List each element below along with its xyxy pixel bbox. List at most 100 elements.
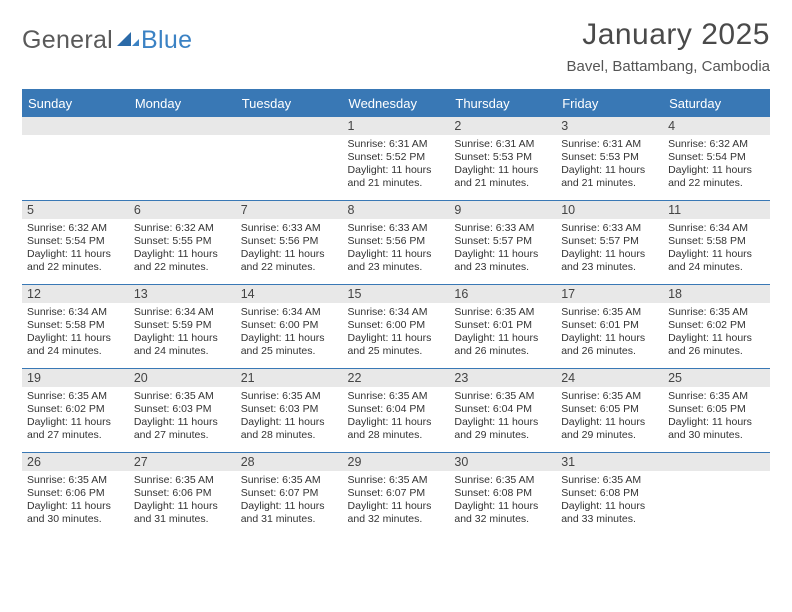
- day-dl1: Daylight: 11 hours: [134, 416, 231, 429]
- day-number: [129, 117, 236, 135]
- day-sunset: Sunset: 6:07 PM: [348, 487, 445, 500]
- day-sunrise: Sunrise: 6:34 AM: [241, 306, 338, 319]
- day-sunset: Sunset: 6:08 PM: [561, 487, 658, 500]
- day-sunset: Sunset: 6:08 PM: [454, 487, 551, 500]
- day-sunset: Sunset: 6:00 PM: [348, 319, 445, 332]
- day-sunrise: Sunrise: 6:34 AM: [27, 306, 124, 319]
- day-number: 9: [449, 201, 556, 219]
- calendar-day-cell: 30Sunrise: 6:35 AMSunset: 6:08 PMDayligh…: [449, 453, 556, 537]
- day-info: Sunrise: 6:33 AMSunset: 5:56 PMDaylight:…: [236, 219, 343, 279]
- calendar-day-cell: 22Sunrise: 6:35 AMSunset: 6:04 PMDayligh…: [343, 369, 450, 453]
- day-dl2: and 27 minutes.: [27, 429, 124, 442]
- day-dl2: and 30 minutes.: [668, 429, 765, 442]
- day-info: Sunrise: 6:34 AMSunset: 5:58 PMDaylight:…: [663, 219, 770, 279]
- logo-word2: Blue: [141, 26, 192, 55]
- day-number: 4: [663, 117, 770, 135]
- day-dl1: Daylight: 11 hours: [27, 500, 124, 513]
- day-dl2: and 24 minutes.: [27, 345, 124, 358]
- day-dl1: Daylight: 11 hours: [668, 416, 765, 429]
- calendar-day-cell: 16Sunrise: 6:35 AMSunset: 6:01 PMDayligh…: [449, 285, 556, 369]
- calendar-day-cell: 31Sunrise: 6:35 AMSunset: 6:08 PMDayligh…: [556, 453, 663, 537]
- day-dl2: and 21 minutes.: [348, 177, 445, 190]
- day-sunrise: Sunrise: 6:32 AM: [134, 222, 231, 235]
- day-sunset: Sunset: 6:03 PM: [241, 403, 338, 416]
- day-dl1: Daylight: 11 hours: [454, 500, 551, 513]
- day-number: [236, 117, 343, 135]
- day-sunset: Sunset: 5:58 PM: [27, 319, 124, 332]
- day-dl2: and 24 minutes.: [668, 261, 765, 274]
- day-dl1: Daylight: 11 hours: [134, 332, 231, 345]
- day-dl2: and 32 minutes.: [348, 513, 445, 526]
- weekday-header: Monday: [129, 90, 236, 117]
- day-number: [663, 453, 770, 471]
- day-number: 23: [449, 369, 556, 387]
- day-number: 13: [129, 285, 236, 303]
- logo-sail-icon: [117, 30, 139, 53]
- day-dl2: and 25 minutes.: [348, 345, 445, 358]
- day-dl1: Daylight: 11 hours: [348, 248, 445, 261]
- calendar-day-cell: 12Sunrise: 6:34 AMSunset: 5:58 PMDayligh…: [22, 285, 129, 369]
- day-number: 2: [449, 117, 556, 135]
- day-dl2: and 26 minutes.: [561, 345, 658, 358]
- day-sunrise: Sunrise: 6:35 AM: [668, 390, 765, 403]
- day-number: 31: [556, 453, 663, 471]
- day-sunset: Sunset: 6:02 PM: [668, 319, 765, 332]
- day-number: 11: [663, 201, 770, 219]
- day-dl1: Daylight: 11 hours: [668, 332, 765, 345]
- day-dl2: and 33 minutes.: [561, 513, 658, 526]
- day-info: Sunrise: 6:35 AMSunset: 6:05 PMDaylight:…: [663, 387, 770, 447]
- day-dl1: Daylight: 11 hours: [241, 416, 338, 429]
- day-dl1: Daylight: 11 hours: [348, 500, 445, 513]
- calendar-body: 1Sunrise: 6:31 AMSunset: 5:52 PMDaylight…: [22, 117, 770, 537]
- calendar-day-cell: 8Sunrise: 6:33 AMSunset: 5:56 PMDaylight…: [343, 201, 450, 285]
- day-dl2: and 23 minutes.: [561, 261, 658, 274]
- calendar-day-cell: 2Sunrise: 6:31 AMSunset: 5:53 PMDaylight…: [449, 117, 556, 201]
- calendar-day-cell: 5Sunrise: 6:32 AMSunset: 5:54 PMDaylight…: [22, 201, 129, 285]
- day-dl1: Daylight: 11 hours: [454, 164, 551, 177]
- day-dl2: and 32 minutes.: [454, 513, 551, 526]
- day-info: Sunrise: 6:35 AMSunset: 6:01 PMDaylight:…: [556, 303, 663, 363]
- calendar-day-cell: [22, 117, 129, 201]
- day-number: 7: [236, 201, 343, 219]
- day-sunset: Sunset: 6:04 PM: [348, 403, 445, 416]
- day-dl2: and 22 minutes.: [241, 261, 338, 274]
- calendar-table: Sunday Monday Tuesday Wednesday Thursday…: [22, 89, 770, 537]
- day-number: 15: [343, 285, 450, 303]
- day-dl2: and 26 minutes.: [454, 345, 551, 358]
- month-title: January 2025: [567, 18, 770, 52]
- day-sunset: Sunset: 6:00 PM: [241, 319, 338, 332]
- day-dl1: Daylight: 11 hours: [134, 500, 231, 513]
- page-header: General Blue January 2025 Bavel, Battamb…: [22, 18, 770, 75]
- day-number: 24: [556, 369, 663, 387]
- day-dl1: Daylight: 11 hours: [668, 164, 765, 177]
- calendar-day-cell: 11Sunrise: 6:34 AMSunset: 5:58 PMDayligh…: [663, 201, 770, 285]
- day-info: Sunrise: 6:35 AMSunset: 6:02 PMDaylight:…: [663, 303, 770, 363]
- day-info: Sunrise: 6:35 AMSunset: 6:05 PMDaylight:…: [556, 387, 663, 447]
- calendar-day-cell: 3Sunrise: 6:31 AMSunset: 5:53 PMDaylight…: [556, 117, 663, 201]
- day-dl2: and 22 minutes.: [134, 261, 231, 274]
- day-sunset: Sunset: 5:56 PM: [348, 235, 445, 248]
- calendar-day-cell: 10Sunrise: 6:33 AMSunset: 5:57 PMDayligh…: [556, 201, 663, 285]
- day-dl2: and 30 minutes.: [27, 513, 124, 526]
- day-sunset: Sunset: 6:04 PM: [454, 403, 551, 416]
- day-number: 18: [663, 285, 770, 303]
- day-info: Sunrise: 6:33 AMSunset: 5:57 PMDaylight:…: [556, 219, 663, 279]
- day-dl2: and 23 minutes.: [348, 261, 445, 274]
- day-number: 27: [129, 453, 236, 471]
- day-sunrise: Sunrise: 6:33 AM: [454, 222, 551, 235]
- day-sunrise: Sunrise: 6:34 AM: [668, 222, 765, 235]
- day-info: Sunrise: 6:35 AMSunset: 6:03 PMDaylight:…: [236, 387, 343, 447]
- day-sunset: Sunset: 5:58 PM: [668, 235, 765, 248]
- day-sunrise: Sunrise: 6:35 AM: [348, 474, 445, 487]
- day-info: Sunrise: 6:34 AMSunset: 6:00 PMDaylight:…: [236, 303, 343, 363]
- day-number: 14: [236, 285, 343, 303]
- day-dl1: Daylight: 11 hours: [454, 332, 551, 345]
- day-info: Sunrise: 6:35 AMSunset: 6:02 PMDaylight:…: [22, 387, 129, 447]
- day-dl1: Daylight: 11 hours: [27, 332, 124, 345]
- day-number: 8: [343, 201, 450, 219]
- day-number: 3: [556, 117, 663, 135]
- calendar-week-row: 1Sunrise: 6:31 AMSunset: 5:52 PMDaylight…: [22, 117, 770, 201]
- day-sunrise: Sunrise: 6:32 AM: [27, 222, 124, 235]
- day-number: 16: [449, 285, 556, 303]
- day-dl2: and 21 minutes.: [454, 177, 551, 190]
